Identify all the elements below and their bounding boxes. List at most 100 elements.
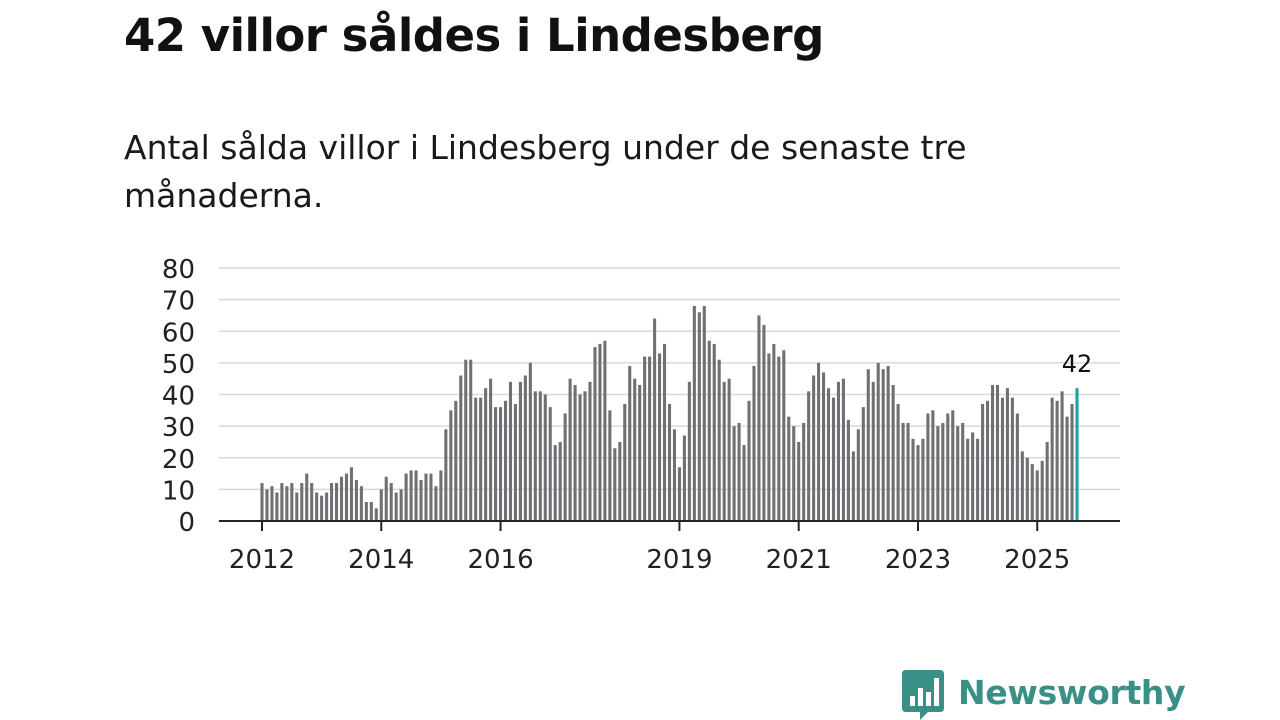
bar — [1060, 391, 1064, 521]
bar — [414, 470, 418, 521]
bar — [474, 397, 478, 521]
bar — [822, 372, 826, 521]
bar — [966, 438, 970, 521]
bar — [797, 441, 801, 521]
bar — [339, 476, 344, 521]
bar — [508, 381, 513, 521]
bar — [662, 343, 667, 521]
bar — [871, 381, 875, 521]
bar — [1010, 397, 1014, 521]
y-tick-label: 30 — [162, 413, 195, 443]
highlight-data-label: 42 — [1062, 350, 1093, 378]
bar — [315, 492, 319, 521]
bar — [648, 356, 652, 521]
bar — [841, 378, 845, 521]
bar — [533, 391, 537, 521]
bar — [628, 366, 632, 521]
bar — [757, 315, 761, 521]
bar — [767, 353, 771, 521]
bar — [1040, 460, 1044, 521]
bar — [777, 356, 781, 521]
y-tick-label: 10 — [162, 476, 195, 506]
bar — [503, 400, 508, 521]
bar — [409, 470, 413, 521]
x-tick-label: 2021 — [766, 545, 832, 575]
highlight-bar — [1075, 388, 1079, 521]
bar — [1050, 397, 1054, 521]
bar — [846, 419, 850, 521]
newsworthy-brand: Newsworthy — [902, 670, 1186, 720]
bar — [578, 394, 582, 521]
bar — [603, 340, 607, 521]
bar — [563, 413, 567, 521]
bar — [285, 486, 289, 521]
bar — [926, 413, 930, 521]
bar — [658, 353, 662, 521]
bar — [712, 343, 716, 521]
y-tick-label: 0 — [178, 508, 195, 538]
bar — [335, 483, 339, 521]
y-tick-label: 80 — [162, 255, 195, 285]
bar — [553, 445, 557, 521]
brand-name: Newsworthy — [958, 672, 1186, 712]
bar — [886, 366, 890, 521]
bar — [330, 483, 334, 521]
bar — [384, 476, 388, 521]
bar — [290, 483, 294, 521]
bar — [499, 407, 503, 521]
bar — [772, 343, 776, 521]
bar — [1025, 457, 1029, 521]
bar — [1005, 388, 1009, 521]
x-tick-label: 2019 — [646, 545, 712, 575]
bar — [439, 470, 443, 521]
bar — [459, 375, 463, 521]
bar — [518, 381, 522, 521]
bar — [484, 388, 488, 521]
bar — [608, 410, 612, 521]
bar — [682, 435, 686, 521]
bar — [469, 359, 473, 521]
bar — [394, 492, 398, 521]
bar — [946, 413, 950, 521]
bar — [280, 483, 284, 521]
bar — [1035, 470, 1039, 521]
bar — [349, 467, 353, 521]
bar — [573, 385, 577, 521]
bar — [1070, 403, 1074, 521]
bar — [344, 473, 349, 521]
bar — [667, 403, 672, 521]
bar — [305, 473, 309, 521]
bar — [762, 324, 766, 521]
bar — [638, 385, 642, 521]
bar — [990, 385, 995, 521]
bar — [653, 318, 657, 521]
bar — [1045, 441, 1049, 521]
bar-chart-speech-bubble-icon — [902, 670, 944, 720]
bar — [861, 407, 865, 521]
bar — [817, 362, 821, 522]
bar — [951, 410, 955, 521]
bar — [389, 483, 393, 521]
bar — [494, 407, 498, 521]
bar — [792, 426, 796, 522]
chart-title: 42 villor såldes i Lindesberg — [124, 9, 824, 62]
bar — [449, 410, 453, 521]
bar — [1030, 464, 1034, 521]
bar — [558, 441, 562, 521]
bar — [399, 489, 403, 522]
x-tick-label: 2016 — [467, 545, 533, 575]
bar — [588, 381, 592, 521]
x-tick-label: 2023 — [885, 545, 951, 575]
bar — [707, 340, 711, 521]
bar — [434, 486, 438, 521]
bar — [981, 403, 985, 521]
bar — [424, 473, 428, 521]
bar — [404, 473, 408, 521]
bar — [921, 438, 925, 521]
bar — [856, 429, 860, 521]
bar — [528, 362, 532, 522]
bar — [961, 422, 965, 521]
bar — [623, 403, 627, 521]
bar — [722, 381, 726, 521]
bar — [593, 347, 597, 521]
